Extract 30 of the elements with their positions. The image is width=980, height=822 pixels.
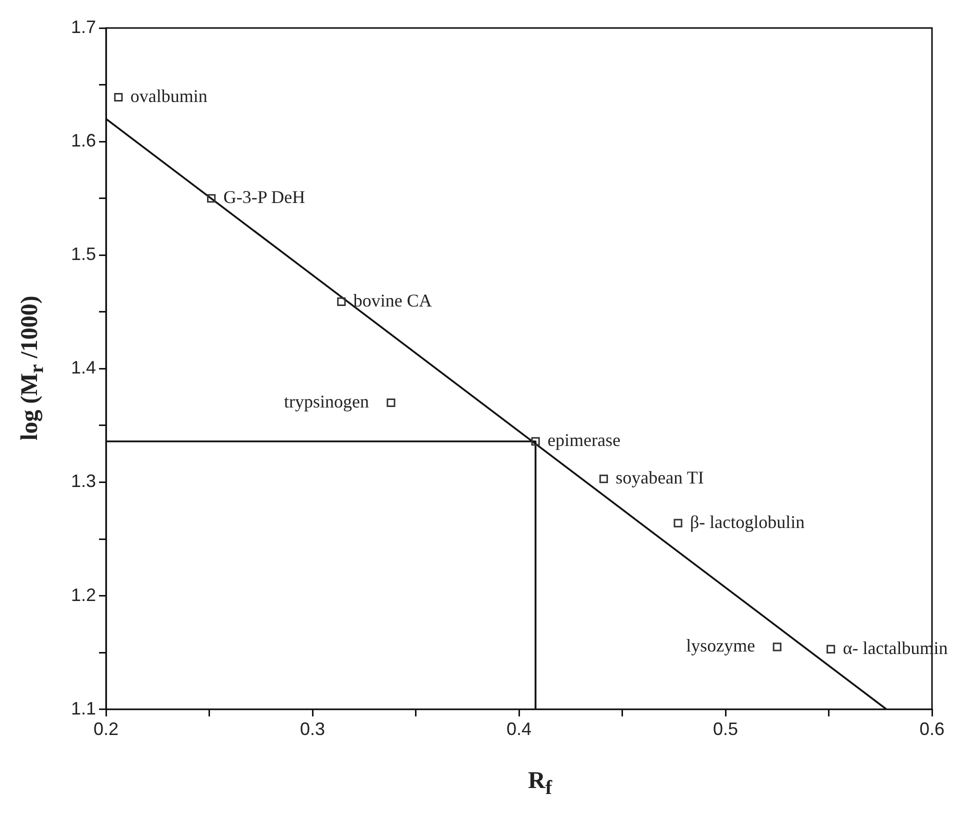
y-tick-label: 1.7 xyxy=(70,16,96,37)
y-tick-label: 1.6 xyxy=(70,130,96,151)
point xyxy=(207,194,216,203)
annotation: β- lactoglobulin xyxy=(690,512,805,532)
point xyxy=(599,474,608,484)
point xyxy=(826,644,836,654)
y-tick-label: 1.4 xyxy=(70,358,96,378)
y-tick-label: 1.5 xyxy=(70,244,96,264)
x-tick-label: 0.3 xyxy=(300,719,326,740)
annotation: bovine CA xyxy=(353,290,432,310)
annotation: soyabean TI xyxy=(616,468,704,488)
point xyxy=(337,297,346,306)
point xyxy=(772,642,782,652)
x-tick-label: 0.5 xyxy=(712,719,738,740)
point xyxy=(114,92,123,102)
x-tick-label: 0.6 xyxy=(919,719,945,740)
annotation: epimerase xyxy=(548,430,620,450)
y-tick-label: 1.3 xyxy=(70,471,96,492)
annotation: trypsinogen xyxy=(284,392,369,412)
annotation: ovalbumin xyxy=(130,86,208,106)
point xyxy=(674,518,682,528)
x-tick-label: 0.2 xyxy=(94,719,119,740)
y-tick-label: 1.2 xyxy=(70,584,96,605)
point xyxy=(531,437,540,446)
x-tick-label: 0.4 xyxy=(506,719,532,740)
y-tick-label: 1.1 xyxy=(70,698,96,718)
annotation: G-3-P DeH xyxy=(223,187,306,208)
annotation: lysozyme xyxy=(686,636,756,656)
point xyxy=(386,398,396,408)
x-axis-title: R$_{f}$ xyxy=(526,768,554,800)
